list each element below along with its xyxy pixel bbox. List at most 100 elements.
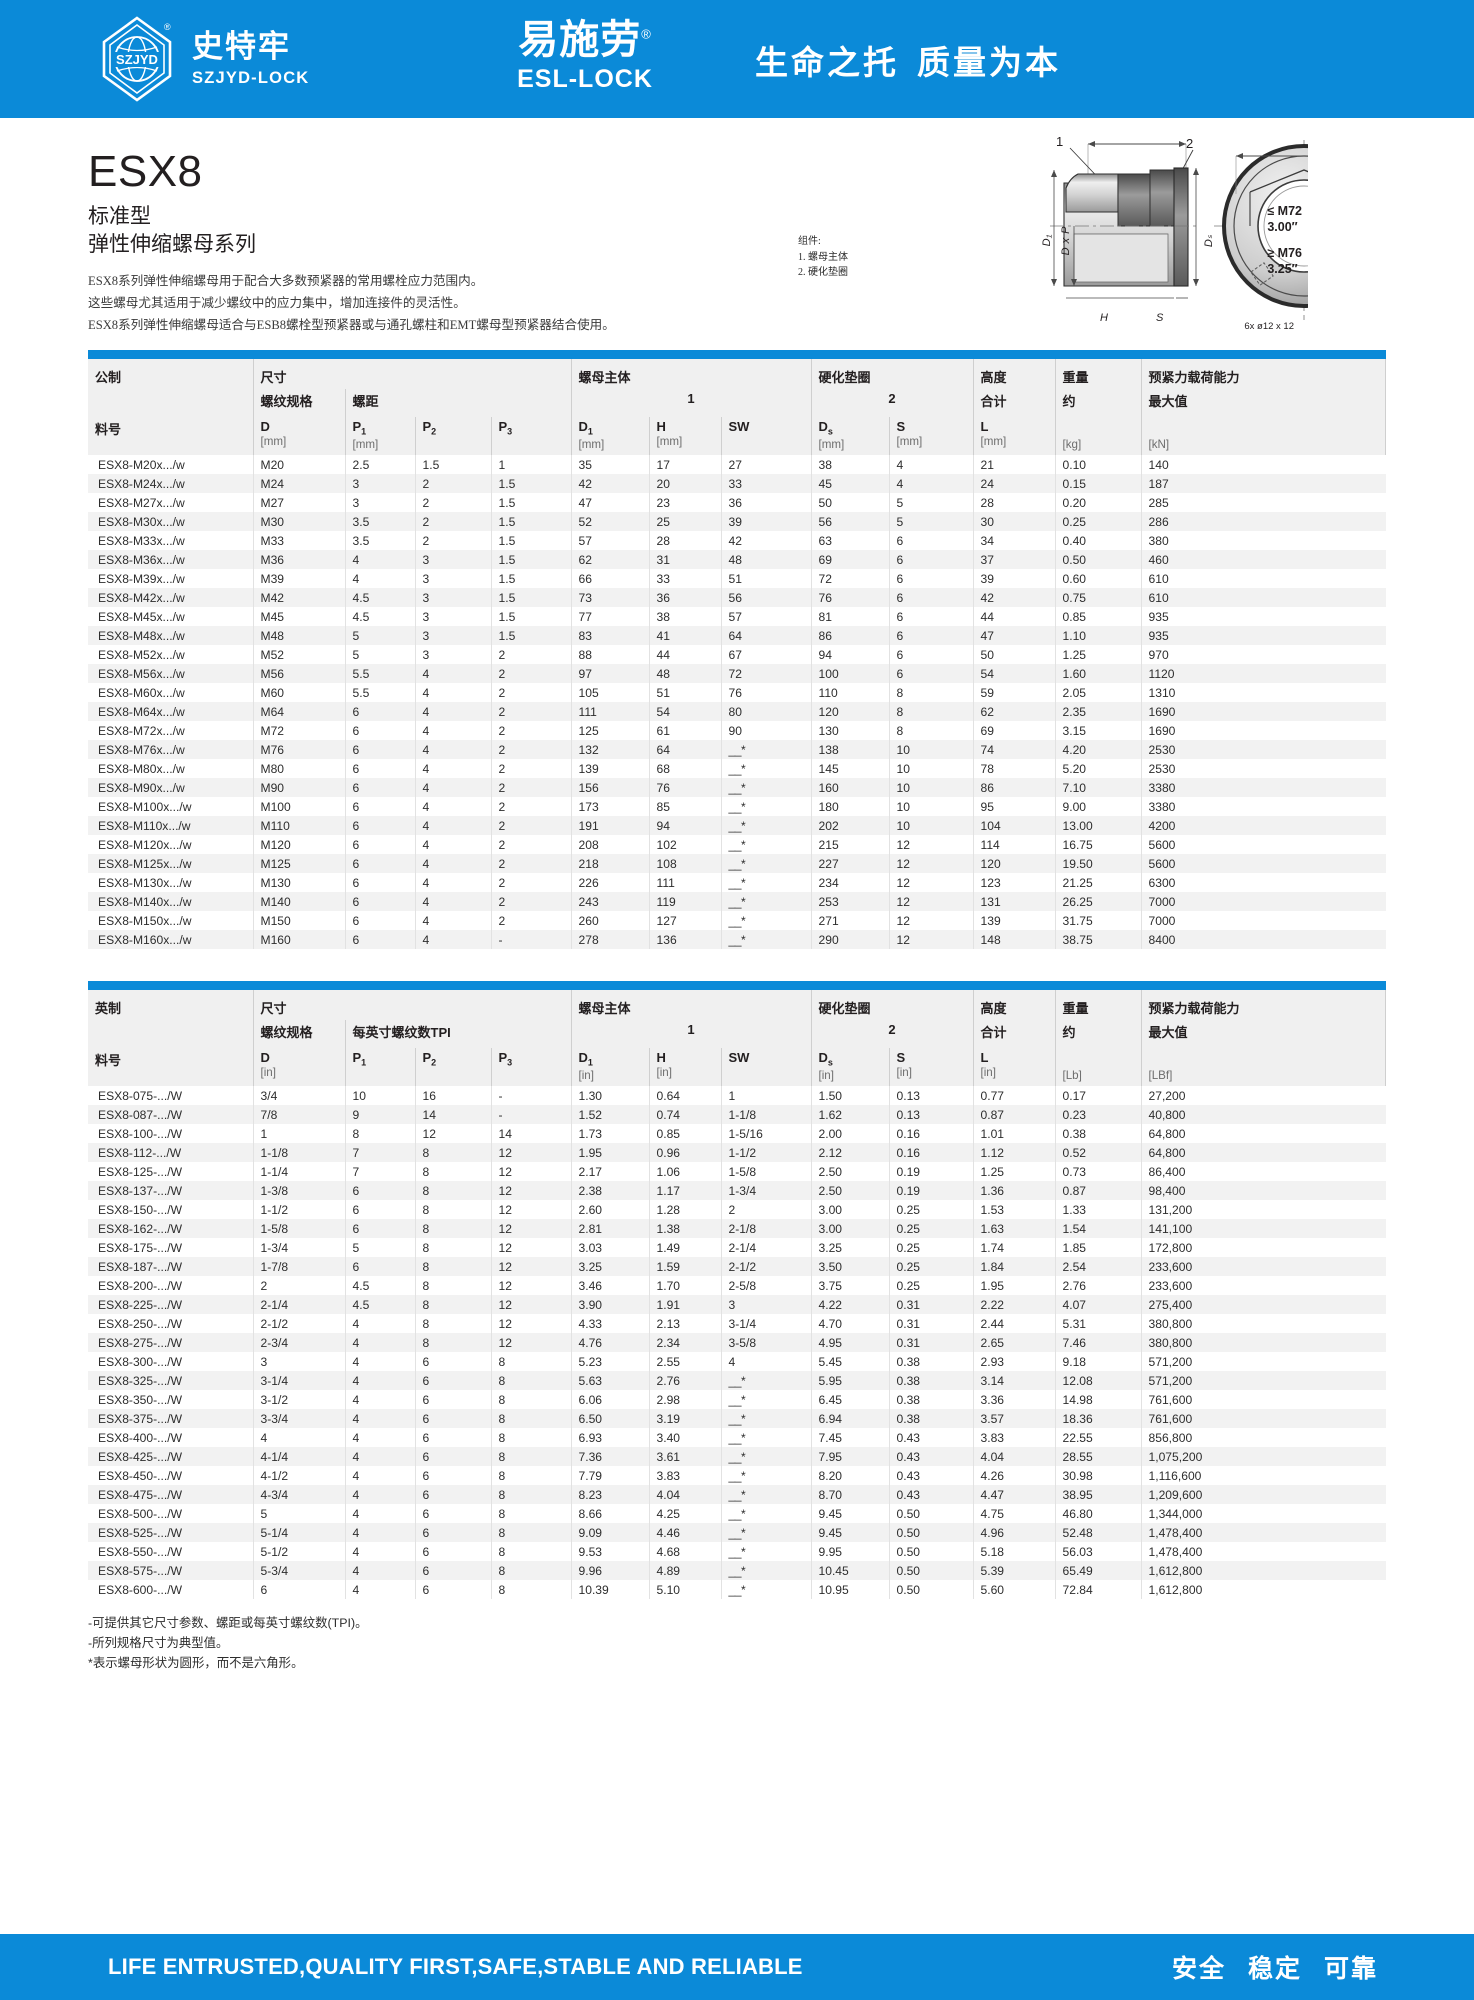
note-m76: ≥ M76 3.25″: [1267, 246, 1302, 277]
table-cell: 4: [415, 778, 492, 798]
table-cell: 290: [811, 930, 890, 950]
imperial-col-weight-unit: [Lb]: [1062, 1069, 1082, 1083]
part-number-cell: ESX8-M24x.../w: [88, 474, 254, 494]
table-cell: 1,344,000: [1148, 1506, 1203, 1521]
table-cell: 3.03: [571, 1238, 650, 1258]
table-cell: 68: [649, 759, 722, 779]
table-cell: __*: [721, 1447, 812, 1467]
table-cell: 3.36: [973, 1390, 1056, 1410]
table-cell: 935: [1148, 609, 1169, 624]
table-cell: 0.38: [1055, 1124, 1142, 1144]
table-cell: 1.5: [491, 550, 572, 570]
table-cell: 12: [491, 1276, 572, 1296]
part-number-cell: ESX8-M20x.../w: [88, 455, 254, 475]
table-cell: 4.47: [973, 1485, 1056, 1505]
table-cell: 5-1/2: [253, 1542, 346, 1562]
imperial-col-ds-sub: s: [827, 1057, 833, 1068]
table-cell: 1.10: [1055, 626, 1142, 646]
table-cell: 1,116,600: [1148, 1468, 1202, 1483]
table-cell: 4: [345, 1428, 416, 1448]
imperial-col-ds-unit: [in]: [818, 1068, 834, 1082]
metric-col-load: [kN]: [1141, 417, 1386, 456]
table-cell: 2: [491, 873, 572, 893]
table-cell: 5.23: [571, 1352, 650, 1372]
table-cell: 12: [491, 1314, 572, 1334]
table-row: ESX8-M80x.../w M80 6 4 2 139 68 __* 145 10 78 5.20 2…: [88, 759, 1386, 779]
table-cell: 2: [491, 664, 572, 684]
table-cell: M125: [253, 854, 346, 874]
part-number-cell: ESX8-225-.../W: [88, 1295, 254, 1315]
metric-table-wrapper: 公制 尺寸 螺母主体 硬化垫圈 高度 重量 预紧力载荷能力 螺纹规格 螺距 1 …: [88, 350, 1386, 950]
table-cell: M60: [253, 683, 346, 703]
table-cell: 6: [889, 569, 974, 589]
table-cell: 22.55: [1055, 1428, 1142, 1448]
table-cell: 5-1/4: [253, 1523, 346, 1543]
metric-col-ds-text: D: [818, 419, 828, 435]
part-number-cell: ESX8-M30x.../w: [88, 512, 254, 532]
slogan-part-2: 质量为本: [917, 44, 1061, 81]
imperial-col-p2-sub: 2: [431, 1057, 437, 1068]
table-cell: __*: [721, 835, 812, 855]
table-cell: 7: [345, 1162, 416, 1182]
table-cell: 271: [811, 911, 890, 931]
table-cell: 1: [491, 455, 572, 475]
part-number-cell: ESX8-475-.../W: [88, 1485, 254, 1505]
table-cell: 4.5: [345, 588, 416, 608]
table-cell: M130: [253, 873, 346, 893]
table-cell: 0.10: [1055, 455, 1142, 475]
imperial-sub-washer-num: 2: [811, 1020, 974, 1049]
table-cell: 19.50: [1055, 854, 1142, 874]
table-cell: 73: [571, 588, 650, 608]
table-cell: 2: [491, 683, 572, 703]
table-cell: 131,200: [1148, 1202, 1193, 1217]
part-number-cell: ESX8-150-.../W: [88, 1200, 254, 1220]
table-cell: 6: [345, 1181, 416, 1201]
table-cell: 76: [721, 683, 812, 703]
svg-text:SZJYD: SZJYD: [116, 52, 158, 67]
table-cell: 72: [721, 664, 812, 684]
table-cell: 5.95: [811, 1371, 890, 1391]
table-cell: 1.38: [649, 1219, 722, 1239]
table-cell: __*: [721, 1523, 812, 1543]
imperial-col-ds: Ds [in]: [811, 1048, 890, 1087]
table-cell: __*: [721, 1371, 812, 1391]
table-cell: 4.04: [649, 1485, 722, 1505]
table-cell: 28: [649, 531, 722, 551]
part-number-cell: ESX8-M39x.../w: [88, 569, 254, 589]
table-cell: 6: [415, 1409, 492, 1429]
table-row: ESX8-M30x.../w M30 3.5 2 1.5 52 25 39 56 5 30 0.25 2…: [88, 512, 1386, 532]
table-cell: 10: [889, 740, 974, 760]
table-cell: 6: [253, 1580, 346, 1600]
table-cell: 119: [649, 892, 722, 912]
table-cell: 1-1/8: [721, 1105, 812, 1125]
table-cell: 3.90: [571, 1295, 650, 1315]
table-cell: 4.5: [345, 607, 416, 627]
table-cell: 69: [811, 550, 890, 570]
table-cell: 5600: [1148, 856, 1176, 871]
table-row: ESX8-300-.../W 3 4 6 8 5.23 2.55 4 5.45 0.38 2.93 9…: [88, 1352, 1386, 1372]
table-cell: 6: [345, 930, 416, 950]
table-cell: 234: [811, 873, 890, 893]
table-cell: 6: [345, 759, 416, 779]
table-cell: 2.05: [1055, 683, 1142, 703]
table-cell: 1690: [1148, 723, 1176, 738]
table-cell: 46.80: [1055, 1504, 1142, 1524]
table-cell: 1.28: [649, 1200, 722, 1220]
table-cell: 4: [415, 702, 492, 722]
table-cell: __*: [721, 930, 812, 950]
table-cell: 8: [415, 1276, 492, 1296]
table-cell: 4: [345, 1352, 416, 1372]
imperial-table-body: ESX8-075-.../W 3/4 10 16-1.30 0.64 1 1.50 0.13 0…: [88, 1086, 1386, 1600]
table-cell: 0.64: [649, 1086, 722, 1106]
table-row: ESX8-150-.../W 1-1/2 6 8 12 2.60 1.28 2 3.00 0.25…: [88, 1200, 1386, 1220]
table-cell: 761,600: [1148, 1411, 1193, 1426]
table-cell: 98,400: [1148, 1183, 1186, 1198]
table-cell: 50: [973, 645, 1056, 665]
metric-col-s-text: S: [896, 419, 906, 435]
table-cell: 4.5: [345, 1276, 416, 1296]
part-number-cell: ESX8-M64x.../w: [88, 702, 254, 722]
table-cell: 0.43: [889, 1485, 974, 1505]
table-cell: 42: [973, 588, 1056, 608]
table-cell: 78: [973, 759, 1056, 779]
table-cell: 1.59: [649, 1257, 722, 1277]
